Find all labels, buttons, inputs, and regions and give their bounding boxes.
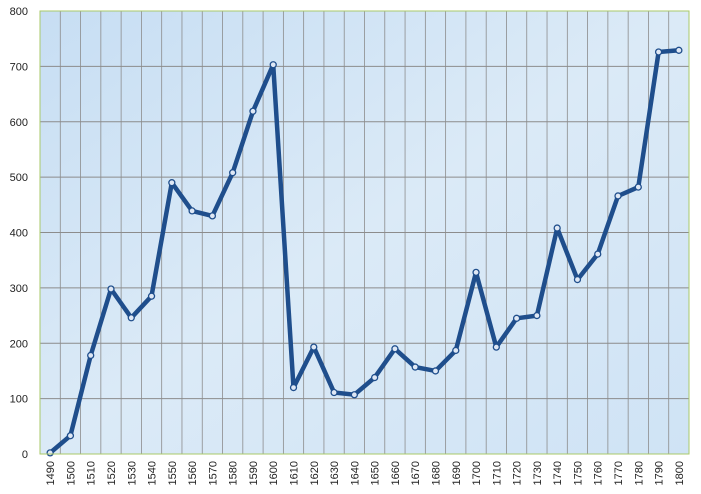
- y-axis-ticks: 0 100 200 300 400 500 600 700 800: [10, 6, 28, 461]
- x-tick-label: 1710: [491, 461, 503, 485]
- x-tick-label: 1570: [207, 461, 219, 485]
- data-point: [229, 169, 237, 177]
- x-tick-label: 1760: [593, 461, 605, 485]
- x-tick-label: 1640: [349, 461, 361, 485]
- x-tick-label: 1650: [370, 461, 382, 485]
- x-tick-label: 1670: [410, 461, 422, 485]
- x-tick-label: 1730: [532, 461, 544, 485]
- x-tick-label: 1530: [126, 461, 138, 485]
- data-point: [208, 212, 217, 220]
- data-point: [675, 46, 683, 54]
- data-point: [614, 192, 622, 200]
- data-point: [391, 345, 399, 353]
- x-tick-label: 1770: [613, 461, 625, 485]
- y-tick-label: 0: [22, 449, 28, 461]
- x-tick-label: 1540: [147, 461, 159, 485]
- x-tick-label: 1660: [390, 461, 402, 485]
- data-point: [472, 268, 480, 277]
- data-point: [330, 388, 338, 397]
- data-point: [168, 179, 176, 187]
- data-point: [350, 391, 359, 399]
- data-point: [107, 285, 115, 293]
- y-tick-label: 700: [10, 61, 28, 73]
- data-point: [573, 275, 582, 284]
- series-line: [47, 48, 682, 456]
- data-point: [66, 432, 75, 440]
- x-tick-label: 1490: [45, 461, 57, 485]
- x-axis-ticks: 1490 1500 1510 1520 1530 1540 1550 1560 1570 1580…: [45, 461, 686, 485]
- data-point: [249, 107, 257, 115]
- data-point: [492, 343, 500, 351]
- x-tick-label: 1780: [633, 461, 645, 485]
- x-tick-label: 1740: [552, 461, 564, 485]
- data-point: [553, 224, 561, 232]
- x-tick-label: 1680: [430, 461, 442, 485]
- x-tick-label: 1500: [65, 461, 77, 485]
- x-tick-label: 1750: [572, 461, 584, 485]
- y-tick-label: 500: [10, 172, 28, 184]
- y-tick-label: 100: [10, 394, 28, 406]
- x-tick-label: 1520: [106, 461, 118, 485]
- x-tick-label: 1700: [471, 461, 483, 485]
- plot-frame: [39, 10, 690, 455]
- data-point: [370, 373, 379, 382]
- x-tick-label: 1510: [86, 461, 98, 485]
- data-point: [188, 207, 196, 215]
- data-points: [46, 46, 683, 457]
- y-tick-label: 400: [10, 228, 28, 240]
- y-tick-label: 200: [10, 338, 28, 350]
- data-point: [269, 61, 277, 69]
- data-point: [147, 292, 156, 300]
- data-point: [654, 48, 663, 56]
- x-tick-label: 1600: [268, 461, 280, 485]
- data-point: [310, 343, 318, 351]
- x-tick-label: 1720: [512, 461, 524, 485]
- data-point: [411, 363, 419, 371]
- x-tick-label: 1560: [187, 461, 199, 485]
- y-tick-label: 300: [10, 283, 28, 295]
- data-point: [87, 351, 95, 360]
- x-tick-label: 1630: [329, 461, 341, 485]
- data-point: [289, 383, 298, 392]
- y-tick-label: 600: [10, 117, 28, 129]
- y-tick-label: 800: [10, 6, 28, 18]
- x-tick-label: 1800: [674, 461, 686, 485]
- data-point: [46, 449, 54, 457]
- x-tick-label: 1610: [289, 461, 301, 485]
- data-point: [533, 311, 541, 320]
- x-tick-label: 1690: [451, 461, 463, 485]
- data-point: [452, 346, 460, 355]
- data-point: [594, 250, 602, 258]
- data-point: [512, 314, 521, 322]
- x-tick-label: 1790: [654, 461, 666, 485]
- x-tick-label: 1580: [228, 461, 240, 485]
- data-point: [431, 367, 440, 375]
- data-point: [634, 183, 642, 191]
- x-tick-label: 1620: [309, 461, 321, 485]
- x-tick-label: 1550: [167, 461, 179, 485]
- x-tick-label: 1590: [248, 461, 260, 485]
- data-point: [127, 314, 135, 322]
